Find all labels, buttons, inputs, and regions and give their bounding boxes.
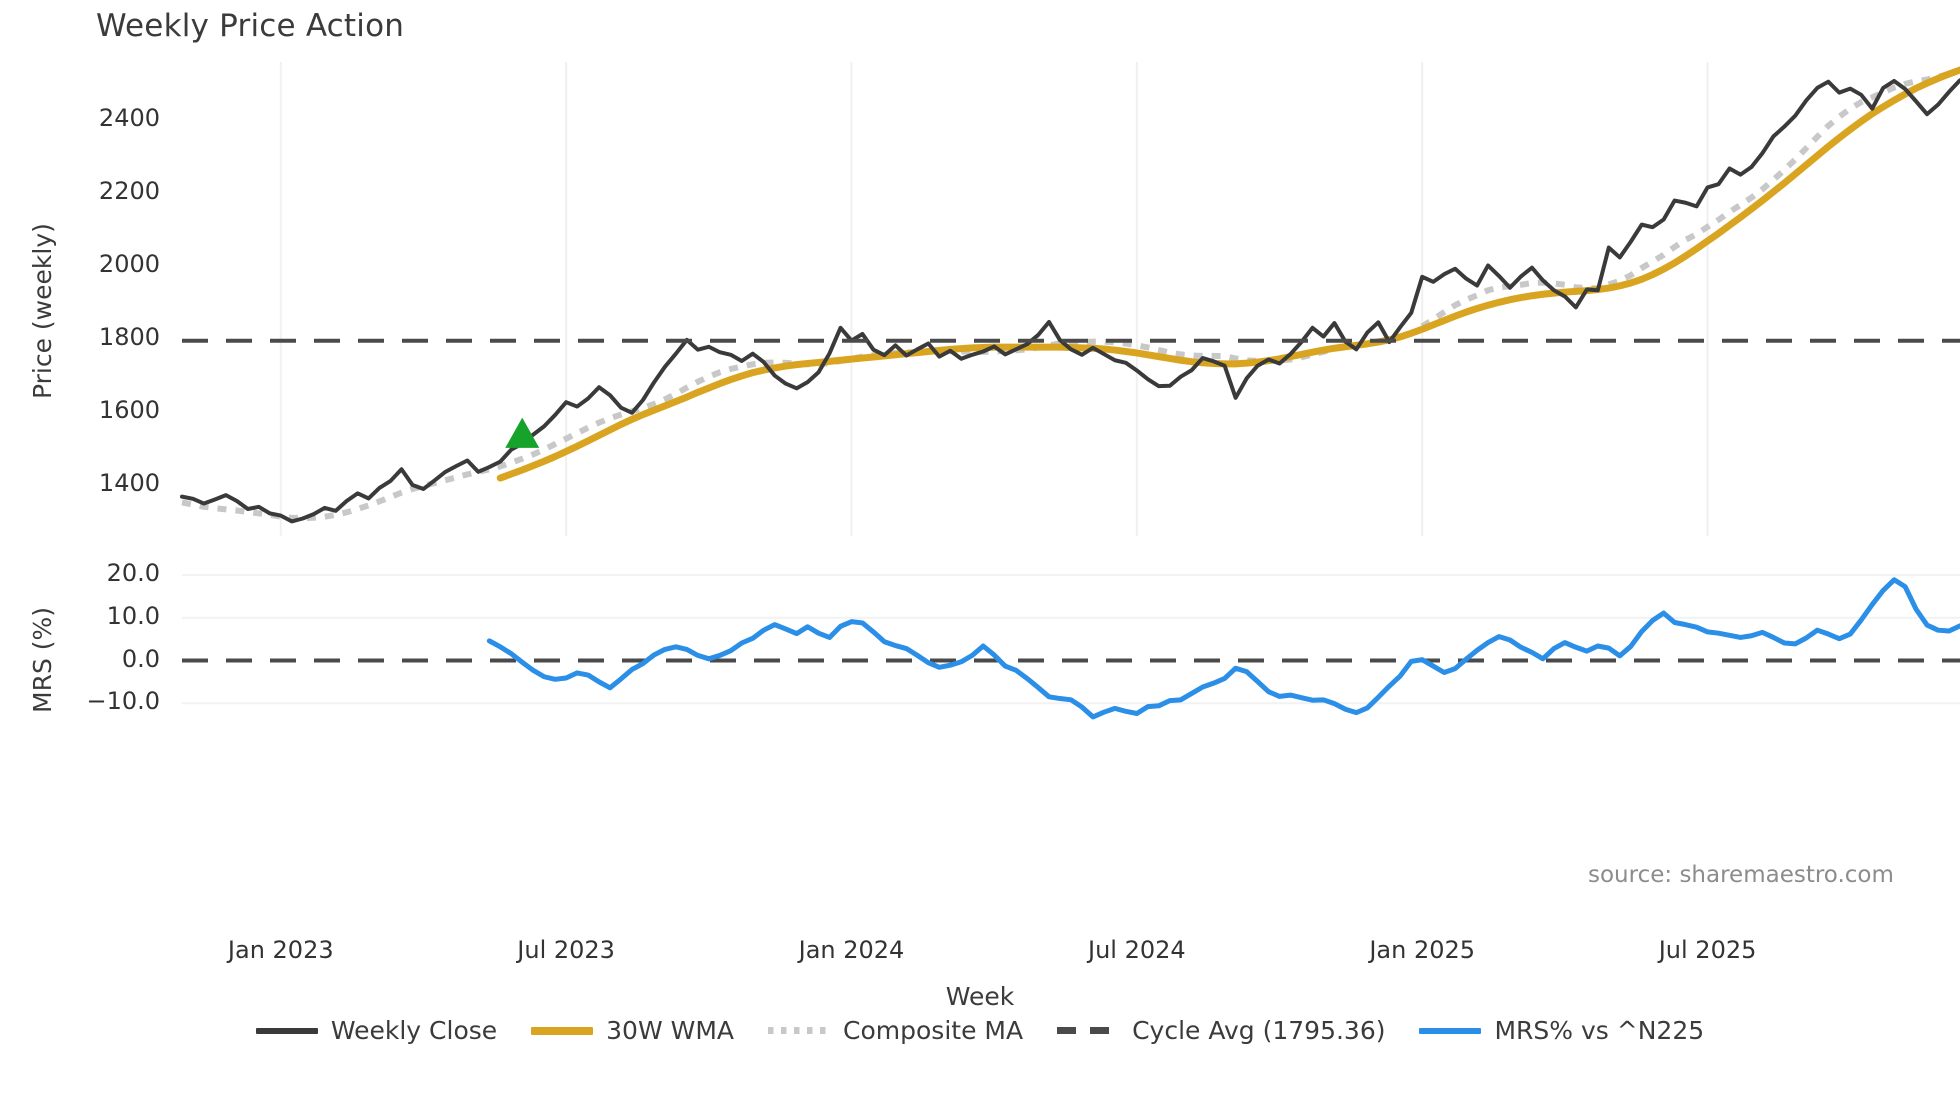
price-y-tick: 2000 xyxy=(98,250,160,279)
x-axis-label: Week xyxy=(945,982,1015,1011)
legend-swatch-weekly-close-icon xyxy=(255,1027,318,1034)
mrs-y-tick: −10.0 xyxy=(86,687,160,716)
legend-swatch-mrs-vs-n225-icon xyxy=(1419,1027,1482,1034)
legend-label-weekly-close: Weekly Close xyxy=(330,1016,498,1045)
legend-label-30w-wma: 30W WMA xyxy=(606,1016,735,1045)
legend-label-cycle-avg-1795-36: Cycle Avg (1795.36) xyxy=(1132,1016,1386,1045)
mrs-y-tick: 20.0 xyxy=(106,559,160,588)
x-tick: Jul 2024 xyxy=(1088,936,1186,964)
series-mrs-percent xyxy=(486,577,1960,720)
legend-swatch-30w-wma-icon xyxy=(531,1026,594,1035)
legend-item-30w-wma[interactable]: 30W WMA xyxy=(531,1016,734,1045)
mrs-y-tick: 0.0 xyxy=(121,644,160,673)
series-composite-ma xyxy=(181,66,1960,522)
legend-swatch-cycle-avg-1795-36-icon xyxy=(1057,1027,1120,1034)
x-tick: Jan 2023 xyxy=(227,936,334,964)
x-tick: Jul 2025 xyxy=(1658,936,1757,964)
series-weekly-close xyxy=(180,78,1960,524)
chart-legend: Weekly Close 30W WMA Composite MA Cycle Avg… xyxy=(0,1016,1960,1045)
legend-item-cycle-avg-1795-36[interactable]: Cycle Avg (1795.36) xyxy=(1057,1016,1385,1045)
mrs-y-tick: 10.0 xyxy=(106,601,160,630)
source-attribution: source: sharemaestro.com xyxy=(1588,862,1894,888)
x-tick: Jul 2023 xyxy=(517,936,615,964)
price-plot-area xyxy=(180,62,1960,536)
x-tick: Jan 2024 xyxy=(798,936,905,964)
legend-swatch-composite-ma-icon xyxy=(768,1027,831,1034)
price-y-tick: 1400 xyxy=(98,468,160,497)
series-30w-wma xyxy=(496,66,1960,482)
x-tick: Jan 2025 xyxy=(1369,936,1476,964)
price-y-tick: 1600 xyxy=(98,396,160,425)
legend-item-mrs-vs-n225[interactable]: MRS% vs ^N225 xyxy=(1419,1016,1704,1045)
price-y-tick: 2200 xyxy=(98,177,160,206)
legend-label-mrs-vs-n225: MRS% vs ^N225 xyxy=(1494,1016,1705,1045)
legend-item-weekly-close[interactable]: Weekly Close xyxy=(255,1016,498,1045)
price-y-tick: 1800 xyxy=(98,323,160,352)
legend-label-composite-ma: Composite MA xyxy=(843,1016,1024,1045)
page-title: Weekly Price Action xyxy=(96,8,405,44)
price-y-tick: 2400 xyxy=(98,104,160,133)
legend-item-composite-ma[interactable]: Composite MA xyxy=(768,1016,1023,1045)
mrs-plot-area xyxy=(182,558,1960,731)
buy-signal-marker xyxy=(505,417,540,448)
